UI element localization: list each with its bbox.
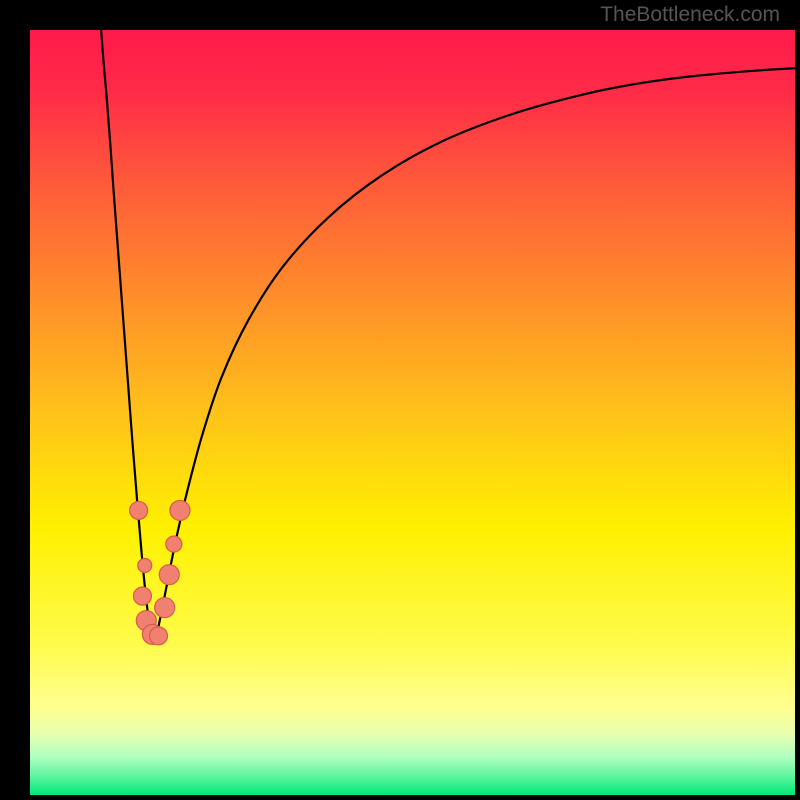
chart-svg: [0, 0, 800, 800]
bottleneck-curve: [101, 30, 795, 638]
data-marker: [138, 559, 152, 573]
data-marker: [166, 536, 182, 552]
data-marker: [155, 598, 175, 618]
watermark-text: TheBottleneck.com: [600, 3, 780, 27]
data-marker: [170, 500, 190, 520]
data-marker: [133, 587, 151, 605]
data-marker: [130, 501, 148, 519]
data-marker: [150, 627, 168, 645]
data-marker: [159, 565, 179, 585]
